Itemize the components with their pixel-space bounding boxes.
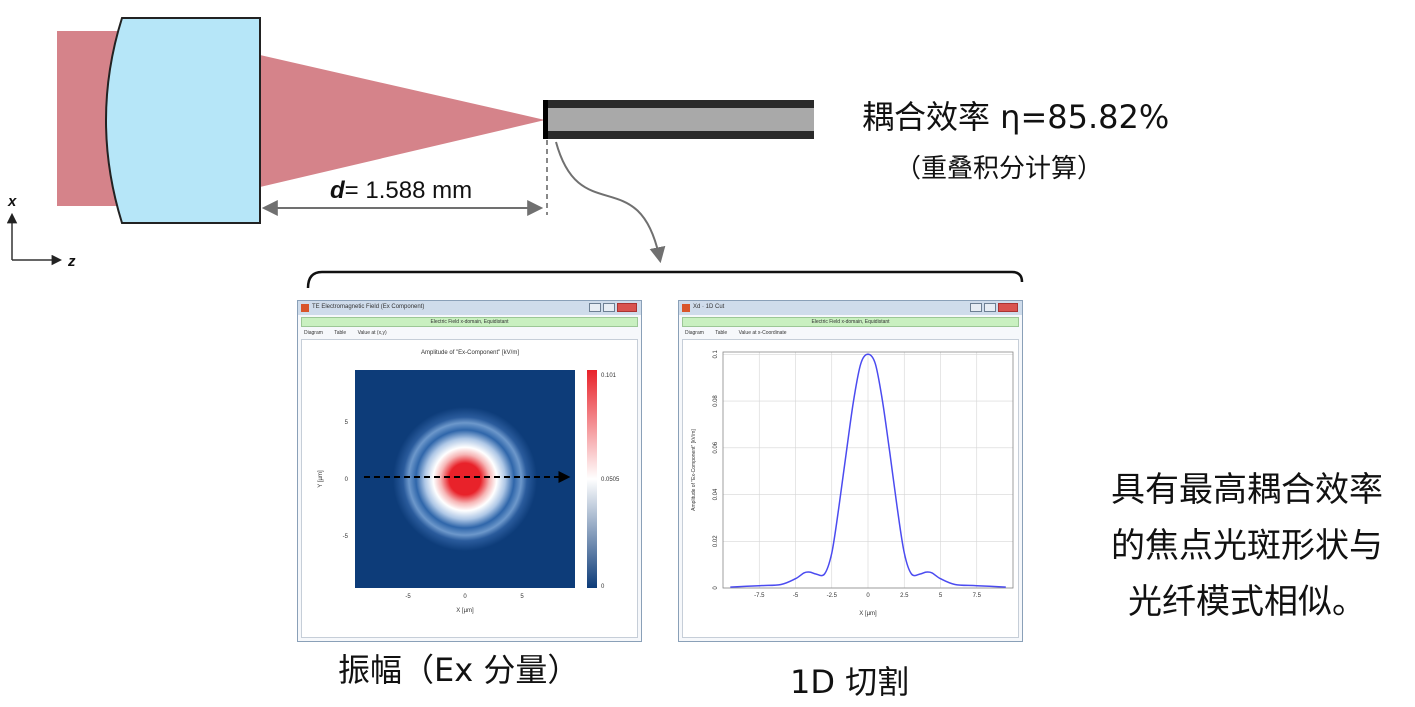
brace	[306, 270, 1024, 289]
x-tick-label: 7.5	[973, 593, 982, 599]
x-tick-5: 5	[520, 594, 524, 600]
cut-window: Xd · 1D Cut Electric Field x-domain, Equ…	[678, 300, 1023, 642]
y-axis-label: Amplitude of "Ex-Component" [kV/m]	[691, 429, 697, 511]
conclusion-text: 具有最高耦合效率 的焦点光斑形状与 光纤模式相似。	[1102, 462, 1392, 630]
x-tick-label: 0	[866, 593, 870, 599]
curved-arrow	[555, 141, 666, 264]
field-heatmap-plot: Amplitude of "Ex-Component" [kV/m] 0.101…	[318, 350, 620, 614]
plot-grid	[723, 352, 1013, 589]
axis-z-label: z	[67, 253, 76, 270]
info-bar: Electric Field x-domain, Equidistant	[301, 317, 638, 327]
y-tick-label: 0.02	[713, 535, 719, 547]
app-icon	[682, 304, 690, 312]
x-ticks: -7.5 -5 -2.5 0 2.5 5 7.5	[754, 593, 982, 599]
colorbar	[587, 370, 597, 588]
colorbar-tick-max: 0.101	[601, 373, 617, 379]
window-title: TE Electromagnetic Field (Ex Component)	[312, 304, 425, 310]
minimize-button[interactable]	[970, 303, 982, 312]
x-tick-label: -2.5	[827, 593, 838, 599]
y-tick-neg5: -5	[343, 534, 349, 540]
y-tick-label: 0.06	[713, 441, 719, 453]
menu-table[interactable]: Table	[715, 330, 728, 336]
axis-x-label: x	[7, 193, 17, 210]
menu-table[interactable]: Table	[334, 330, 347, 336]
x-tick-label: 5	[939, 593, 943, 599]
close-button[interactable]	[998, 303, 1018, 312]
plot-frame	[722, 351, 1014, 589]
window-menu: Diagram Table Value at x-Coordinate	[685, 330, 797, 336]
cut-caption: 1D 切割	[790, 663, 910, 701]
app-icon	[301, 304, 309, 312]
conclusion-line-1: 具有最高耦合效率	[1111, 470, 1383, 510]
plot-area: -7.5 -5 -2.5 0 2.5 5 7.5 0.1 0.08 0.06 0.04 0.02 0 …	[682, 339, 1019, 638]
menu-diagram[interactable]: Diagram	[304, 330, 323, 336]
y-tick-5: 5	[345, 420, 349, 426]
window-titlebar: Xd · 1D Cut	[679, 301, 1022, 315]
maximize-button[interactable]	[984, 303, 996, 312]
y-axis-label: Y [µm]	[318, 470, 324, 488]
y-tick-label: 0.04	[713, 488, 719, 500]
x-tick-neg5: -5	[405, 594, 411, 600]
plot-area: Amplitude of "Ex-Component" [kV/m] 0.101…	[301, 339, 638, 638]
menu-value[interactable]: Value at (x,y)	[357, 330, 387, 336]
plot-title: Amplitude of "Ex-Component" [kV/m]	[421, 350, 519, 356]
x-axis-label: X [µm]	[456, 608, 474, 614]
coupling-efficiency: 耦合效率 η=85.82%	[862, 98, 1170, 136]
menu-diagram[interactable]: Diagram	[685, 330, 704, 336]
y-tick-0: 0	[345, 477, 349, 483]
x-tick-label: 2.5	[900, 593, 909, 599]
field-amplitude-window: TE Electromagnetic Field (Ex Component) …	[297, 300, 642, 642]
y-tick-label: 0.1	[713, 350, 719, 359]
focal-spot	[393, 407, 537, 551]
conclusion-line-3: 光纤模式相似。	[1128, 582, 1366, 622]
close-button[interactable]	[617, 303, 637, 312]
colorbar-tick-mid: 0.0505	[601, 477, 620, 483]
fiber-end-face	[543, 100, 548, 139]
amplitude-caption: 振幅（Ex 分量）	[338, 651, 580, 689]
x-tick-label: -7.5	[754, 593, 765, 599]
y-tick-label: 0.08	[713, 395, 719, 407]
window-titlebar: TE Electromagnetic Field (Ex Component)	[298, 301, 641, 315]
window-title: Xd · 1D Cut	[693, 304, 725, 310]
x-tick-0: 0	[463, 594, 467, 600]
lens	[105, 17, 261, 224]
focused-beam-cone	[260, 55, 545, 187]
conclusion-line-2: 的焦点光斑形状与	[1111, 526, 1383, 566]
y-ticks: 0.1 0.08 0.06 0.04 0.02 0	[713, 350, 719, 590]
x-tick-label: -5	[793, 593, 799, 599]
coordinate-axes: x z	[6, 193, 76, 270]
x-axis-label: X [µm]	[859, 611, 877, 617]
menu-value[interactable]: Value at x-Coordinate	[738, 330, 787, 336]
distance-label: d= 1.588 mm	[330, 177, 472, 204]
amplitude-curve	[730, 353, 1006, 588]
colorbar-tick-min: 0	[601, 584, 605, 590]
calculation-method: （重叠积分计算）	[895, 154, 1104, 184]
window-menu: Diagram Table Value at (x,y)	[304, 330, 397, 336]
maximize-button[interactable]	[603, 303, 615, 312]
minimize-button[interactable]	[589, 303, 601, 312]
info-bar: Electric Field x-domain, Equidistant	[682, 317, 1019, 327]
fiber-core	[548, 108, 814, 131]
cut-line-plot: -7.5 -5 -2.5 0 2.5 5 7.5 0.10.080.060.040.020 …	[691, 350, 1014, 617]
y-tick-label: 0	[713, 586, 719, 590]
